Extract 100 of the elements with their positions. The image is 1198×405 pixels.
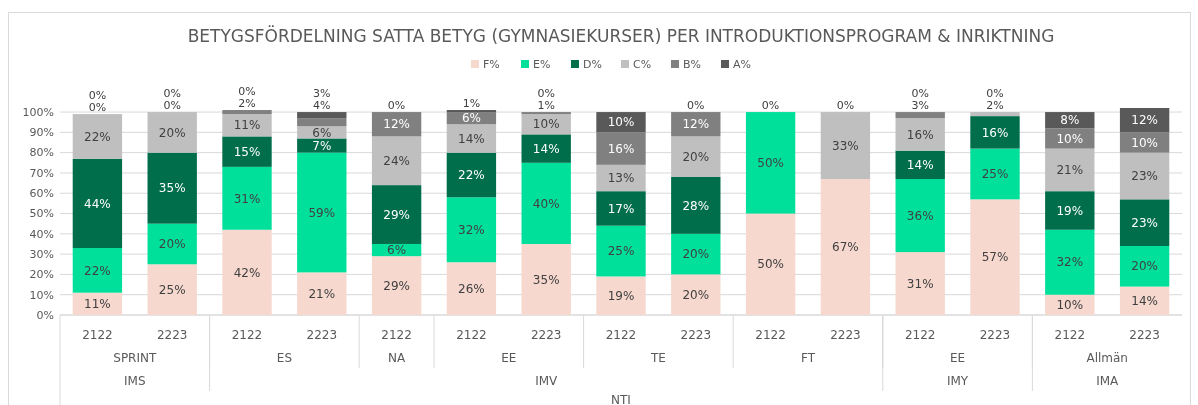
bar — [895, 112, 945, 119]
data-label: 0% — [836, 99, 855, 113]
bar — [297, 272, 347, 315]
y-tick-label: 70% — [29, 166, 54, 180]
bar — [1119, 199, 1170, 246]
y-tick-label: 50% — [29, 207, 54, 221]
bar — [446, 152, 497, 198]
data-label: 1% — [537, 99, 555, 113]
x-tick-label: 2223 — [1129, 328, 1160, 342]
data-label: 0% — [163, 99, 181, 113]
data-label: 20% — [158, 125, 186, 140]
data-label: 29% — [383, 207, 410, 222]
text: IMY — [946, 374, 969, 388]
bar — [521, 112, 571, 115]
data-label: 0% — [238, 85, 256, 99]
data-label: 17% — [607, 201, 635, 216]
bar — [222, 110, 272, 115]
data-label: 16% — [906, 127, 934, 142]
x-tick-label: 2223 — [306, 328, 338, 342]
bar — [72, 114, 123, 159]
x-tick-label: 2223 — [530, 328, 562, 342]
text: SPRINT — [113, 351, 157, 365]
bar — [970, 112, 1020, 117]
bar — [820, 179, 871, 315]
bar — [521, 243, 571, 315]
bar — [1119, 152, 1170, 200]
text: NTI — [611, 393, 631, 405]
data-label: 12% — [682, 117, 710, 132]
bar — [297, 152, 347, 273]
bar — [671, 177, 721, 234]
y-tick-label: 20% — [29, 268, 54, 282]
bar — [820, 112, 871, 180]
data-label: 20% — [1131, 259, 1158, 274]
data-label: 22% — [84, 263, 111, 278]
bar — [970, 116, 1020, 149]
data-label: 33% — [832, 138, 859, 153]
bar — [895, 179, 945, 253]
bar — [970, 199, 1020, 315]
y-tick-label: 60% — [29, 187, 54, 201]
bar — [297, 118, 347, 127]
y-tick-label: 100% — [22, 105, 54, 119]
data-label: 67% — [832, 240, 859, 255]
bar — [970, 148, 1020, 200]
data-label: 28% — [682, 198, 710, 213]
text: ES — [276, 351, 292, 365]
data-label: 24% — [383, 153, 410, 168]
data-label: 36% — [906, 208, 934, 223]
data-label: 6% — [312, 125, 332, 140]
bar — [371, 256, 422, 315]
data-label: 21% — [1056, 163, 1084, 178]
text: EE — [950, 351, 966, 365]
bar — [222, 166, 272, 230]
bar — [671, 136, 721, 177]
data-label: 3% — [911, 99, 929, 113]
data-label: 2% — [238, 97, 256, 111]
data-label: 44% — [84, 196, 111, 211]
bar — [147, 112, 197, 153]
data-label: 32% — [1056, 255, 1084, 270]
data-label: 25% — [607, 244, 635, 259]
data-label: 25% — [158, 282, 186, 297]
data-label: 16% — [981, 125, 1009, 140]
data-label: 32% — [458, 222, 485, 237]
data-label: 10% — [532, 117, 560, 132]
data-label: 0% — [537, 87, 555, 101]
data-label: 50% — [757, 257, 784, 272]
text: IMS — [124, 374, 146, 388]
x-tick-label: 2122 — [456, 328, 487, 342]
data-label: 10% — [1056, 298, 1084, 313]
data-label: 0% — [387, 99, 406, 113]
legend-label: D% — [583, 58, 602, 71]
bar — [895, 118, 945, 151]
data-label: 7% — [312, 138, 332, 153]
data-label: 59% — [308, 205, 336, 220]
bar — [72, 248, 123, 293]
bar — [1045, 191, 1095, 230]
data-label: 31% — [906, 276, 934, 291]
data-label: 22% — [84, 129, 111, 144]
x-tick-label: 2223 — [979, 328, 1011, 342]
data-label: 26% — [458, 281, 485, 296]
data-label: 6% — [387, 243, 407, 258]
y-tick-label: 10% — [29, 288, 54, 302]
text: TE — [649, 351, 666, 365]
data-label: 15% — [233, 144, 261, 159]
data-label: 29% — [383, 278, 410, 293]
data-label: 16% — [607, 141, 635, 156]
text: EE — [501, 351, 517, 365]
bar — [371, 136, 422, 186]
data-label: 10% — [1056, 131, 1084, 146]
bar — [147, 152, 197, 224]
data-label: 14% — [1131, 293, 1158, 308]
legend-label: F% — [483, 58, 500, 71]
data-label: 22% — [458, 168, 485, 183]
data-label: 14% — [532, 141, 560, 156]
data-label: 23% — [1131, 169, 1158, 184]
data-label: 1% — [462, 97, 481, 111]
data-label: 40% — [532, 196, 560, 211]
data-label: 0% — [986, 87, 1004, 101]
y-tick-label: 40% — [29, 227, 54, 241]
data-label: 57% — [981, 250, 1009, 265]
data-label: 21% — [308, 286, 336, 301]
